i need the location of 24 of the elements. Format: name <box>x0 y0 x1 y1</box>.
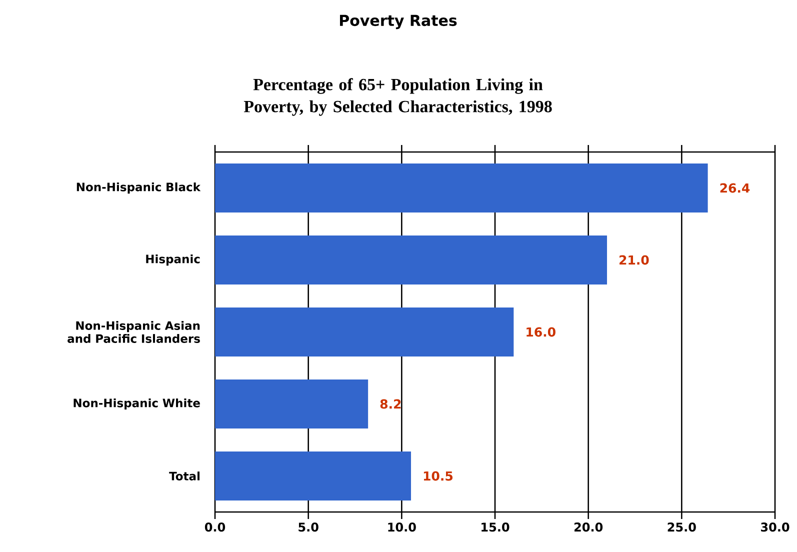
x-tick-label: 10.0 <box>388 522 416 532</box>
y-tick-label: Hispanic <box>146 254 200 266</box>
data-label: 10.5 <box>424 471 453 481</box>
x-tick-label: 15.0 <box>482 522 510 532</box>
chart-subtitle: Percentage of 65+ Population Living in Poverty, by Selected Characteristics, 1998 <box>244 78 552 116</box>
y-tick-label: Non-Hispanic Black <box>76 182 201 194</box>
data-label: 26.4 <box>720 183 750 193</box>
bar <box>215 380 368 429</box>
bar <box>215 308 514 357</box>
x-tick-label: 0.0 <box>204 522 226 532</box>
data-label: 21.0 <box>620 255 649 265</box>
x-tick-label: 20.0 <box>574 522 603 532</box>
bar <box>215 452 411 501</box>
y-tick-label: Non-Hispanic Asian and Pacific Islanders <box>68 321 200 343</box>
chart-title: Poverty Rates <box>340 14 457 30</box>
y-tick-label: Total <box>169 472 200 480</box>
y-tick-label: Non-Hispanic White <box>74 398 200 410</box>
data-label: 16.0 <box>526 327 556 337</box>
x-tick-label: 5.0 <box>298 522 318 532</box>
bar <box>215 164 708 213</box>
data-label: 8.2 <box>380 399 401 409</box>
x-tick-label: 25.0 <box>668 522 696 532</box>
x-tick-label: 30.0 <box>761 522 790 532</box>
bar <box>215 236 607 285</box>
